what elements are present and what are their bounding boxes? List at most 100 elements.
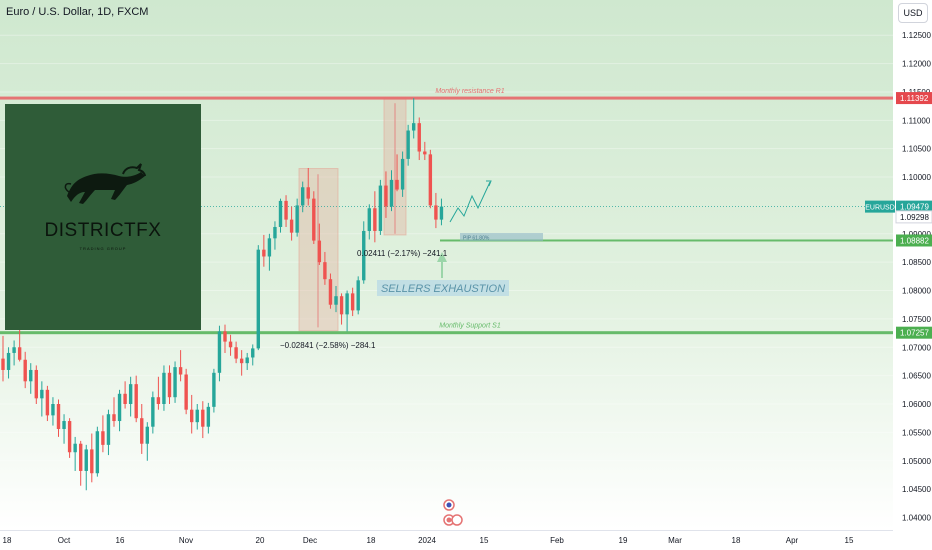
candle-down (239, 358, 244, 364)
candle-up (195, 409, 199, 423)
candle-down (317, 240, 322, 263)
candle-down (56, 404, 61, 429)
candle-down (306, 187, 310, 199)
chart-title: Euro / U.S. Dollar, 1D, FXCM (6, 6, 149, 18)
candle-down (167, 372, 172, 398)
measure-up-label: 0.02411 (−2.17%) −241.1 (357, 249, 448, 258)
candle-up (29, 369, 33, 382)
y-tick-label: 1.12000 (902, 60, 931, 69)
x-tick-label: Feb (550, 536, 564, 545)
candle-up (378, 185, 383, 231)
candle-down (328, 279, 333, 305)
currency-button[interactable]: USD (898, 3, 928, 23)
candle-down (79, 443, 83, 471)
y-tick-label: 1.07500 (902, 315, 931, 324)
candle-up (40, 389, 44, 399)
candle-down (289, 219, 294, 233)
candle-up (106, 414, 111, 445)
price-label: 1.09479 (900, 203, 929, 212)
y-tick-label: 1.05500 (902, 428, 931, 437)
candle-up (267, 238, 272, 257)
y-tick-label: 1.06000 (902, 400, 931, 409)
candle-up (245, 357, 249, 364)
x-tick-label: 15 (480, 536, 489, 545)
candle-up (84, 449, 88, 471)
candle-up (145, 426, 149, 444)
candle-up (389, 179, 394, 207)
x-tick-label: Mar (668, 536, 682, 545)
candle-down (223, 331, 227, 342)
candle-down (384, 185, 388, 207)
candle-up (62, 421, 66, 429)
projection-path (449, 181, 491, 223)
candle-up (206, 406, 211, 427)
price-label-box (896, 326, 932, 339)
candle-down (123, 393, 127, 405)
x-tick-label: Nov (179, 536, 193, 545)
candle-down (323, 262, 327, 280)
candle-down (373, 208, 377, 231)
up-arrow-icon (437, 252, 447, 278)
event-icon[interactable] (451, 514, 463, 526)
candle-down (395, 179, 399, 190)
price-label-box (896, 234, 932, 247)
candle-down (234, 347, 238, 359)
x-tick-label: 18 (367, 536, 376, 545)
candle-up (273, 226, 277, 239)
candle-up (217, 331, 222, 373)
candle-down (90, 449, 94, 474)
candle-down (34, 369, 38, 399)
callout-box (377, 280, 509, 296)
candle-up (256, 249, 260, 349)
price-label: 1.07257 (900, 329, 929, 338)
x-tick-label: Apr (786, 536, 799, 545)
candle-down (140, 418, 144, 444)
candle-up (95, 431, 100, 474)
x-tick-label: 20 (256, 536, 265, 545)
y-tick-label: 1.11000 (902, 116, 931, 125)
x-tick-label: 16 (116, 536, 125, 545)
support-level-line (440, 239, 893, 242)
candle-down (101, 431, 105, 445)
candle-up (301, 187, 305, 206)
candle-down (23, 359, 27, 382)
support-line (0, 331, 893, 335)
resistance-line (0, 96, 893, 100)
symbol-tag-box (865, 200, 895, 213)
candle-up (162, 372, 166, 405)
x-tick-label: 18 (732, 536, 741, 545)
candle-down (423, 151, 427, 155)
y-tick-label: 1.08000 (902, 287, 931, 296)
candle-down (417, 123, 421, 152)
candle-down (134, 384, 138, 419)
candle-up (295, 205, 299, 233)
x-tick-label: 19 (619, 536, 628, 545)
logo-text: DISTRICTFX (44, 220, 162, 241)
y-tick-label: 1.12500 (902, 31, 931, 40)
y-tick-label: 1.05000 (902, 457, 931, 466)
candle-down (17, 347, 22, 360)
price-axis-panel[interactable] (893, 0, 932, 550)
candle-up (117, 393, 122, 422)
candle-down (339, 296, 344, 315)
candle-down (45, 389, 50, 416)
candle-up (362, 230, 366, 281)
x-tick-label: Dec (303, 536, 317, 545)
candle-down (350, 293, 355, 311)
price-label: 1.09298 (900, 213, 929, 222)
candle-down (428, 154, 433, 206)
candle-down (112, 414, 116, 422)
candle-up (412, 123, 416, 131)
candle-up (6, 352, 11, 370)
candle-up (173, 367, 177, 398)
price-label-box (895, 210, 932, 224)
y-tick-label: 1.07000 (902, 343, 931, 352)
candle-up (367, 208, 371, 231)
candle-down (184, 374, 188, 410)
time-axis-panel[interactable] (0, 530, 893, 550)
projection-arrowhead (486, 180, 492, 187)
price-label-box (896, 200, 932, 213)
x-tick-label: 15 (845, 536, 854, 545)
sellers-exhaustion-label: SELLERS EXHAUSTION (381, 283, 505, 295)
